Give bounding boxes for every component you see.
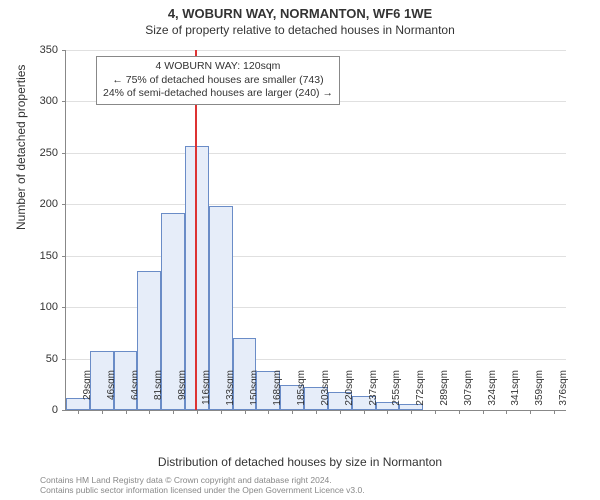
plot-region: 05010015020025030035029sqm46sqm64sqm81sq… (65, 50, 566, 411)
gridline (66, 204, 566, 205)
xtick-mark (411, 410, 412, 414)
ytick-mark (62, 204, 66, 205)
ytick-label: 350 (28, 44, 58, 56)
xtick-mark (292, 410, 293, 414)
xtick-mark (221, 410, 222, 414)
ytick-label: 300 (28, 95, 58, 107)
ytick-label: 200 (28, 198, 58, 210)
ytick-mark (62, 153, 66, 154)
x-axis-label: Distribution of detached houses by size … (0, 455, 600, 469)
gridline (66, 256, 566, 257)
page-title: 4, WOBURN WAY, NORMANTON, WF6 1WE (0, 6, 600, 21)
gridline (66, 153, 566, 154)
xtick-mark (126, 410, 127, 414)
xtick-mark (173, 410, 174, 414)
annotation-line-2: ← 75% of detached houses are smaller (74… (103, 74, 333, 88)
ytick-label: 100 (28, 301, 58, 313)
page-subtitle: Size of property relative to detached ho… (0, 23, 600, 37)
xtick-mark (149, 410, 150, 414)
xtick-mark (459, 410, 460, 414)
ytick-label: 150 (28, 250, 58, 262)
xtick-mark (102, 410, 103, 414)
xtick-mark (435, 410, 436, 414)
xtick-label: 341sqm (510, 370, 521, 415)
xtick-mark (316, 410, 317, 414)
ytick-mark (62, 410, 66, 411)
footer-attribution: Contains HM Land Registry data © Crown c… (40, 476, 365, 496)
xtick-mark (364, 410, 365, 414)
xtick-mark (78, 410, 79, 414)
gridline (66, 50, 566, 51)
xtick-mark (245, 410, 246, 414)
annotation-line-1: 4 WOBURN WAY: 120sqm (103, 60, 333, 74)
xtick-mark (387, 410, 388, 414)
xtick-mark (530, 410, 531, 414)
xtick-label: 289sqm (439, 370, 450, 415)
ytick-mark (62, 50, 66, 51)
xtick-mark (340, 410, 341, 414)
xtick-label: 272sqm (415, 370, 426, 415)
xtick-mark (268, 410, 269, 414)
y-axis-label: Number of detached properties (14, 65, 28, 230)
xtick-mark (483, 410, 484, 414)
xtick-label: 376sqm (558, 370, 569, 415)
ytick-label: 0 (28, 404, 58, 416)
footer-line-2: Contains public sector information licen… (40, 486, 365, 496)
ytick-mark (62, 307, 66, 308)
xtick-mark (197, 410, 198, 414)
xtick-label: 307sqm (463, 370, 474, 415)
xtick-mark (554, 410, 555, 414)
chart-area: 05010015020025030035029sqm46sqm64sqm81sq… (65, 50, 565, 410)
ytick-mark (62, 359, 66, 360)
annotation-line-3: 24% of semi-detached houses are larger (… (103, 87, 333, 101)
xtick-label: 324sqm (487, 370, 498, 415)
ytick-mark (62, 256, 66, 257)
xtick-mark (506, 410, 507, 414)
ytick-label: 50 (28, 353, 58, 365)
annotation-box: 4 WOBURN WAY: 120sqm← 75% of detached ho… (96, 56, 340, 105)
ytick-mark (62, 101, 66, 102)
ytick-label: 250 (28, 147, 58, 159)
xtick-label: 359sqm (534, 370, 545, 415)
